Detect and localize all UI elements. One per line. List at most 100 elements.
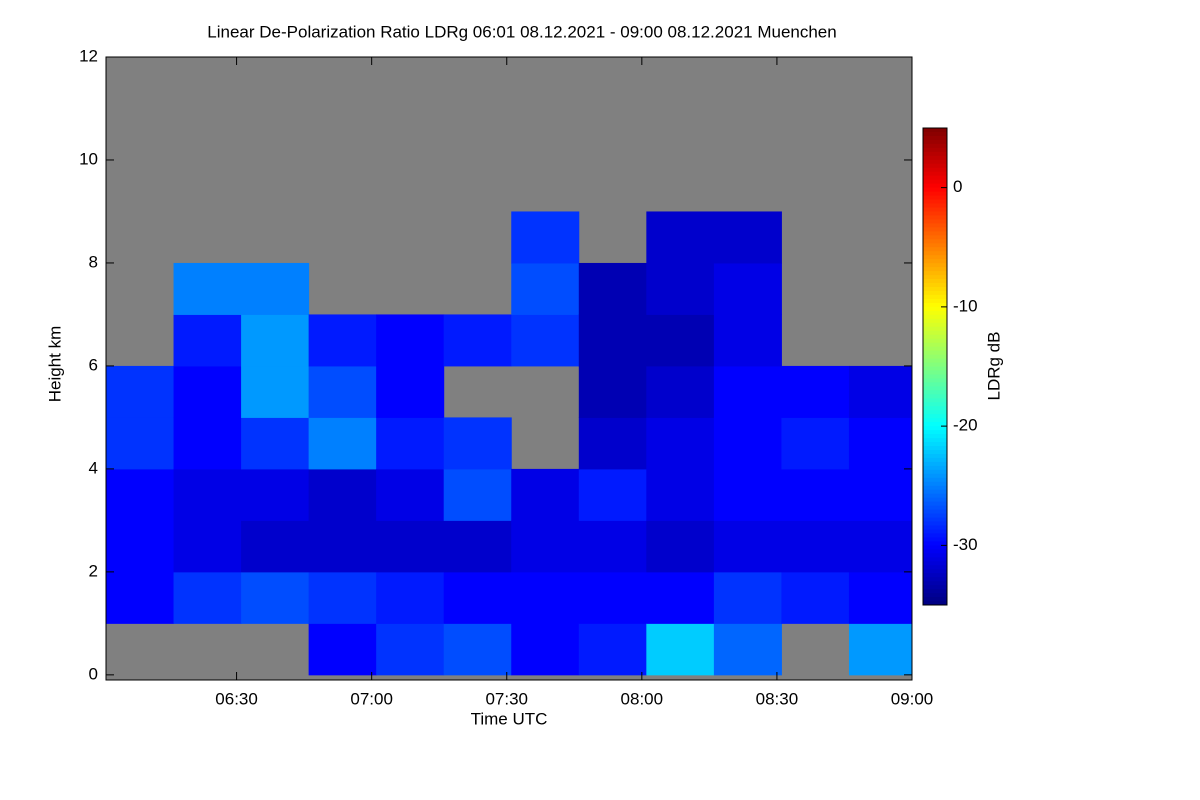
colorbar-segment: [923, 561, 947, 566]
colorbar-segment: [923, 279, 947, 284]
colorbar-segment: [923, 525, 947, 530]
colorbar-segment: [923, 537, 947, 542]
heatmap-cell: [308, 417, 377, 470]
colorbar-segment: [923, 513, 947, 519]
colorbar-segment: [923, 505, 947, 511]
y-tick-label: 8: [89, 252, 98, 271]
colorbar-segment: [923, 541, 947, 546]
colorbar-segment: [923, 410, 947, 415]
x-tick-label: 07:00: [350, 689, 393, 708]
colorbar-segment: [923, 267, 947, 272]
heatmap-cell: [781, 571, 850, 624]
heatmap-cell: [646, 417, 715, 470]
heatmap-cell: [443, 417, 512, 470]
colorbar-segment: [923, 310, 947, 316]
heatmap-cell: [241, 571, 310, 624]
heatmap-cell: [241, 314, 310, 367]
heatmap-cell: [376, 468, 445, 521]
heatmap-cell: [376, 571, 445, 624]
colorbar-segment: [923, 219, 947, 224]
colorbar-segment: [923, 255, 947, 260]
colorbar-segment: [923, 350, 947, 356]
heatmap-cell: [646, 571, 715, 624]
heatmap-cell: [443, 314, 512, 367]
colorbar-segment: [923, 171, 947, 177]
heatmap-cell: [173, 571, 242, 624]
colorbar-segment: [923, 283, 947, 288]
colorbar-segment: [923, 386, 947, 391]
heatmap-cell: [781, 520, 850, 573]
heatmap-cell: [578, 365, 647, 418]
colorbar-segment: [923, 446, 947, 451]
heatmap-cell: [848, 520, 913, 573]
colorbar-segment: [923, 290, 947, 296]
colorbar-segment: [923, 577, 947, 582]
colorbar-segment: [923, 601, 947, 606]
heatmap-cell: [241, 365, 310, 418]
colorbar-segment: [923, 473, 947, 479]
colorbar-segment: [923, 398, 947, 403]
heatmap-cell: [173, 262, 242, 315]
heatmap-cell: [781, 417, 850, 470]
colorbar-segment: [923, 358, 947, 364]
colorbar-segment: [923, 199, 947, 205]
colorbar-segment: [923, 390, 947, 395]
colorbar-segment: [923, 394, 947, 399]
heatmap-cell: [308, 623, 377, 676]
y-tick-label: 12: [79, 46, 98, 65]
heatmap-cell: [241, 417, 310, 470]
y-tick-label: 0: [89, 664, 98, 683]
colorbar-segment: [923, 453, 947, 459]
heatmap-cell: [173, 520, 242, 573]
colorbar-segment: [923, 565, 947, 570]
colorbar-segment: [923, 553, 947, 558]
colorbar-segment: [923, 449, 947, 455]
heatmap-cell: [106, 417, 175, 470]
colorbar-segment: [923, 573, 947, 578]
y-tick-label: 4: [89, 458, 98, 477]
colorbar-segment: [923, 477, 947, 483]
heatmap-cell: [308, 314, 377, 367]
heatmap-cell: [578, 520, 647, 573]
colorbar-segment: [923, 481, 947, 487]
plot-frame: [105, 56, 913, 681]
heatmap-cell: [646, 468, 715, 521]
colorbar-segment: [923, 585, 947, 590]
colorbar-segment: [923, 155, 947, 161]
heatmap-cell: [578, 623, 647, 676]
colorbar-segment: [923, 167, 947, 173]
colorbar-segment: [923, 183, 947, 189]
colorbar-segment: [923, 378, 947, 383]
heatmap-cell: [781, 468, 850, 521]
colorbar-tick-label: 0: [953, 177, 962, 196]
heatmap-cell: [376, 520, 445, 573]
colorbar-segment: [923, 263, 947, 268]
heatmap-cell: [376, 417, 445, 470]
heatmap-cell: [646, 365, 715, 418]
x-tick-label: 08:30: [756, 689, 799, 708]
colorbar-tick-label: -30: [953, 535, 978, 554]
colorbar-segment: [923, 434, 947, 439]
colorbar-segment: [923, 438, 947, 443]
colorbar-segment: [923, 533, 947, 538]
y-axis-label: Height km: [45, 326, 64, 403]
colorbar-segment: [923, 418, 947, 423]
colorbar-segment: [923, 545, 947, 550]
colorbar-segment: [923, 318, 947, 324]
y-tick-label: 6: [89, 355, 98, 374]
heatmap-cell: [511, 520, 580, 573]
heatmap-cell: [443, 623, 512, 676]
colorbar-tick-label: -10: [953, 296, 978, 315]
colorbar-tick-label: -20: [953, 416, 978, 435]
colorbar-segment: [923, 227, 947, 232]
heatmap-cell: [713, 417, 782, 470]
colorbar-segment: [923, 159, 947, 165]
colorbar-segment: [923, 593, 947, 598]
colorbar-segment: [923, 128, 947, 133]
heatmap-cell: [713, 314, 782, 367]
colorbar-segment: [923, 414, 947, 419]
heatmap-cell: [713, 262, 782, 315]
heatmap-cell: [646, 211, 715, 264]
heatmap-cell: [578, 262, 647, 315]
heatmap-cell: [578, 468, 647, 521]
